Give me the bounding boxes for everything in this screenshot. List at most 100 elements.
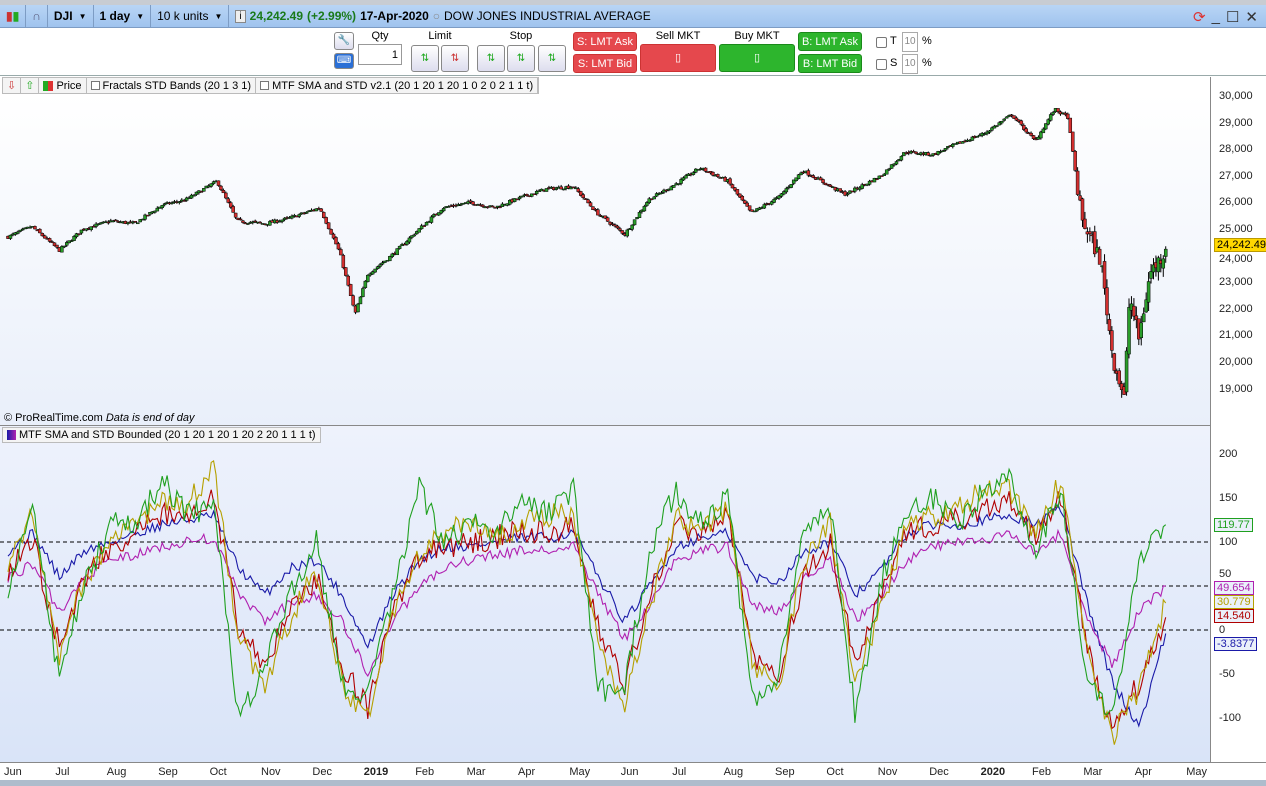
candle — [170, 201, 174, 205]
candle — [799, 171, 803, 176]
time-tick: May — [1186, 766, 1207, 778]
time-axis[interactable]: Jun Jul Aug Sep Oct Nov Dec 2019 Feb Mar Apr May Jun… — [0, 762, 1266, 780]
candle — [361, 286, 365, 298]
legend-fractals[interactable]: Fractals STD Bands (20 1 3 1) — [87, 78, 257, 93]
s-checkbox[interactable] — [876, 59, 887, 70]
link-button[interactable]: ∩ — [26, 4, 48, 28]
buy-arrow-icon[interactable]: ⇧ — [21, 78, 40, 93]
candle — [1156, 255, 1161, 281]
candle — [630, 224, 634, 232]
t-checkbox[interactable] — [876, 37, 887, 48]
sell-arrow-icon[interactable]: ⇩ — [3, 78, 22, 93]
candle — [735, 189, 740, 196]
price-chart[interactable] — [0, 94, 1210, 425]
candle — [1107, 313, 1112, 335]
candle — [405, 239, 409, 246]
maximize-button[interactable]: ☐ — [1225, 8, 1240, 26]
buy-market-button[interactable]: ▯ — [719, 44, 795, 72]
sell-limit-bid-button[interactable]: S: LMT Bid — [573, 54, 637, 73]
candle — [321, 211, 326, 219]
series-last-value: 119.77 — [1214, 517, 1253, 532]
candle — [752, 210, 757, 213]
time-tick: Nov — [877, 766, 898, 778]
series-last-value: 30.779 — [1214, 595, 1254, 610]
candle — [162, 202, 167, 207]
price-axis[interactable]: 30,000 29,000 28,000 27,000 26,000 25,000 24,0… — [1210, 77, 1266, 426]
limit-sell-button[interactable]: ⇅ — [441, 45, 469, 72]
candle — [530, 193, 534, 198]
candle — [33, 225, 37, 230]
candle — [94, 222, 98, 229]
refresh-icon[interactable]: ⟳ — [1193, 8, 1206, 26]
candle — [828, 184, 833, 188]
indicator-panel[interactable] — [0, 426, 1210, 762]
candle — [111, 219, 115, 223]
buy-limit-ask-button[interactable]: B: LMT Ask — [798, 32, 862, 51]
qty-input[interactable] — [358, 44, 402, 65]
candle — [72, 234, 76, 242]
candle — [184, 196, 189, 202]
chart-type-button[interactable]: ▮ ▮ — [0, 4, 27, 28]
units-dropdown[interactable]: 10 k units ▼ — [151, 4, 230, 28]
candle — [1012, 115, 1016, 119]
candle — [1029, 131, 1033, 137]
time-tick: 2019 — [363, 766, 389, 778]
candle — [471, 201, 475, 206]
candle — [618, 226, 622, 232]
indicator-legend[interactable]: MTF SMA and STD Bounded (20 1 20 1 20 1 … — [2, 427, 321, 443]
candle — [314, 208, 319, 212]
candle — [1163, 246, 1168, 263]
keyboard-icon[interactable]: ⌨ — [334, 53, 354, 69]
candle — [875, 177, 879, 181]
limit-buy-button[interactable]: ⇅ — [411, 45, 439, 72]
minimize-button[interactable]: _ — [1211, 8, 1220, 25]
time-tick: Aug — [723, 766, 744, 778]
buy-limit-bid-button[interactable]: B: LMT Bid — [798, 54, 862, 73]
candle — [319, 208, 324, 212]
candle — [625, 228, 629, 238]
price-chart-panel[interactable] — [0, 94, 1210, 425]
candle — [784, 186, 789, 194]
candle — [407, 236, 412, 244]
t-percent-input[interactable]: 10 — [902, 32, 918, 52]
candle — [351, 294, 355, 307]
candle — [412, 233, 417, 237]
candle — [730, 183, 735, 189]
sell-limit-ask-button[interactable]: S: LMT Ask — [573, 32, 637, 51]
candle — [297, 213, 302, 219]
candle — [441, 206, 446, 213]
period-dropdown[interactable]: 1 day ▼ — [94, 4, 152, 28]
candle — [91, 224, 96, 228]
candle — [534, 189, 539, 196]
close-button[interactable]: ✕ — [1245, 8, 1258, 26]
candle — [1161, 255, 1166, 277]
sell-market-button[interactable]: ▯ — [640, 44, 716, 72]
candle — [892, 163, 896, 167]
price-tick: 21,000 — [1219, 329, 1253, 342]
candle — [228, 200, 233, 209]
wrench-icon[interactable]: 🔧 — [334, 32, 354, 50]
indicator-chart[interactable] — [0, 426, 1210, 762]
info-icon[interactable]: i — [235, 9, 246, 23]
stop-button-2[interactable]: ⇅ — [507, 45, 535, 72]
stop-button-3[interactable]: ⇅ — [538, 45, 566, 72]
legend-price[interactable]: Price — [39, 78, 87, 93]
candle — [613, 223, 617, 228]
time-tick: Mar — [466, 766, 486, 778]
candle — [160, 204, 164, 210]
candle — [1151, 258, 1156, 280]
indicator-axis[interactable]: 200 150 100 50 0 -50 -100 -3.8377 49.654 14.540 30… — [1210, 426, 1266, 762]
stop-button-1[interactable]: ⇅ — [477, 45, 505, 72]
candle — [1139, 315, 1143, 346]
candle — [96, 223, 101, 226]
time-tick: Jul — [55, 766, 70, 778]
candle — [1102, 254, 1107, 295]
legend-mtf[interactable]: MTF SMA and STD v2.1 (20 1 20 1 20 1 0 2… — [256, 78, 539, 93]
candle — [251, 220, 255, 225]
panel-divider[interactable] — [0, 425, 1266, 426]
symbol-dropdown[interactable]: DJI ▼ — [48, 4, 94, 28]
s-percent-input[interactable]: 10 — [902, 54, 918, 74]
candle — [40, 232, 45, 237]
candle — [358, 296, 363, 305]
time-tick: Nov — [261, 766, 281, 778]
